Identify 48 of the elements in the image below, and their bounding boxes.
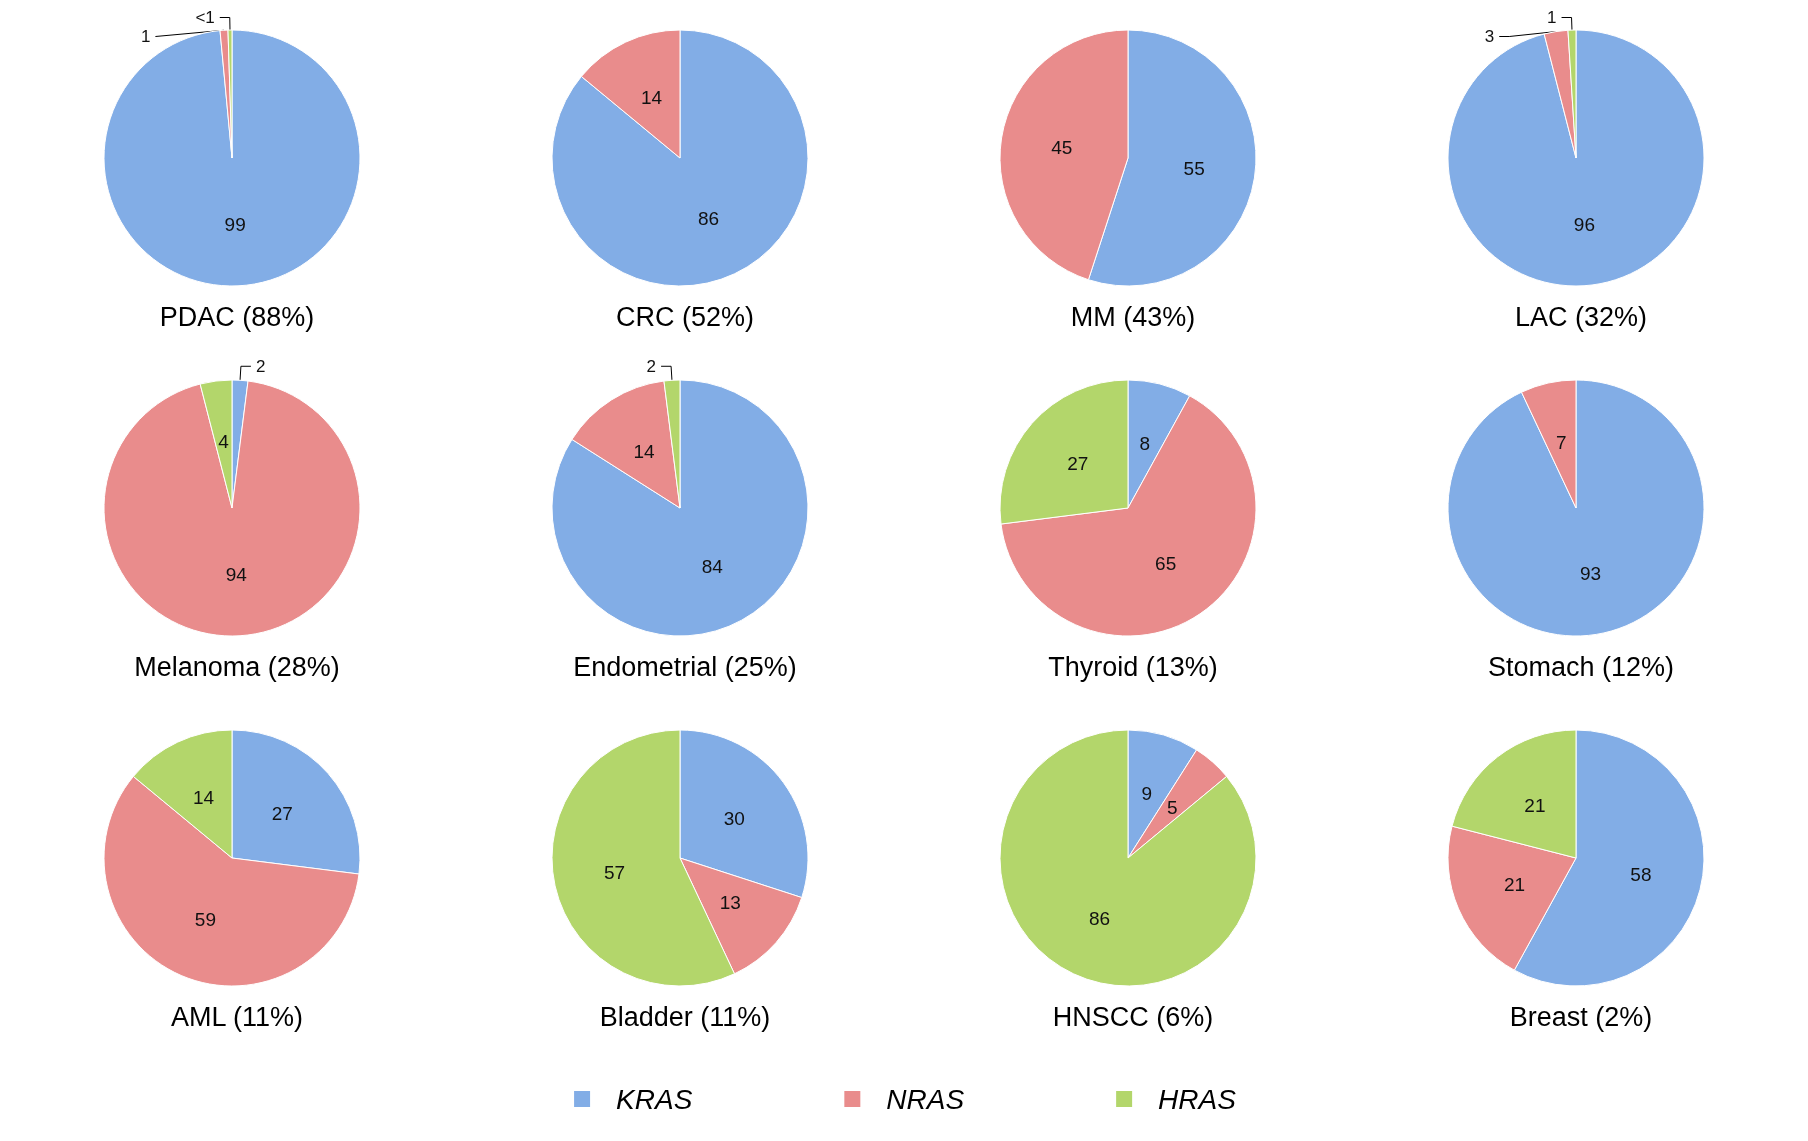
- data-label: 99: [224, 214, 246, 236]
- slice-label: LAC (32%): [1514, 301, 1648, 332]
- data-label: 84: [701, 556, 724, 578]
- data-label: 93: [1580, 562, 1602, 584]
- slice-label: PDAC (88%): [159, 301, 315, 332]
- data-label: 27: [271, 803, 293, 825]
- data-label: 5: [1167, 797, 1178, 819]
- slice-label: Endometrial (25%): [573, 651, 797, 682]
- data-label: 86: [697, 208, 720, 230]
- data-label: 9: [1141, 783, 1152, 805]
- data-label: 3: [1484, 27, 1495, 46]
- slice-label: CRC (52%): [615, 301, 755, 332]
- data-label: 59: [194, 908, 216, 930]
- slice-label: Breast (2%): [1509, 1001, 1653, 1032]
- data-label: 14: [633, 440, 656, 462]
- data-label: 2: [255, 356, 266, 376]
- data-label: 86: [1088, 908, 1111, 930]
- data-label: 45: [1051, 137, 1073, 159]
- slice-label: Melanoma (28%): [134, 651, 340, 682]
- data-label: 8: [1139, 432, 1150, 454]
- legend-label: NRAS: [886, 1083, 965, 1115]
- slice-label: HNSCC (6%): [1052, 1001, 1214, 1032]
- data-label: 1: [1547, 8, 1557, 27]
- data-label: 7: [1556, 432, 1567, 454]
- legend-label: KRAS: [616, 1083, 693, 1115]
- data-label: 21: [1524, 794, 1546, 816]
- data-label: 57: [604, 862, 626, 884]
- data-label: 30: [723, 808, 745, 830]
- slice-label: MM (43%): [1070, 301, 1196, 332]
- data-label: 96: [1573, 213, 1595, 235]
- slice-label: Bladder (11%): [599, 1001, 771, 1032]
- data-label: 1: [140, 27, 151, 46]
- data-label: 13: [719, 891, 741, 913]
- slice-label: Thyroid (13%): [1048, 651, 1218, 682]
- data-label: 4: [218, 431, 230, 453]
- data-label: 21: [1503, 874, 1526, 896]
- data-label: 27: [1067, 453, 1089, 475]
- data-label: 65: [1155, 552, 1177, 574]
- data-label: 14: [640, 86, 663, 108]
- data-label: 14: [192, 786, 215, 808]
- slice-label: Stomach (12%): [1487, 651, 1675, 682]
- slice-label: AML (11%): [170, 1001, 304, 1032]
- data-label: 58: [1630, 864, 1652, 886]
- data-label: 2: [646, 356, 657, 376]
- data-label: <1: [195, 8, 215, 27]
- data-label: 55: [1183, 157, 1205, 179]
- legend-label: HRAS: [1158, 1083, 1237, 1115]
- data-label: 94: [225, 564, 248, 586]
